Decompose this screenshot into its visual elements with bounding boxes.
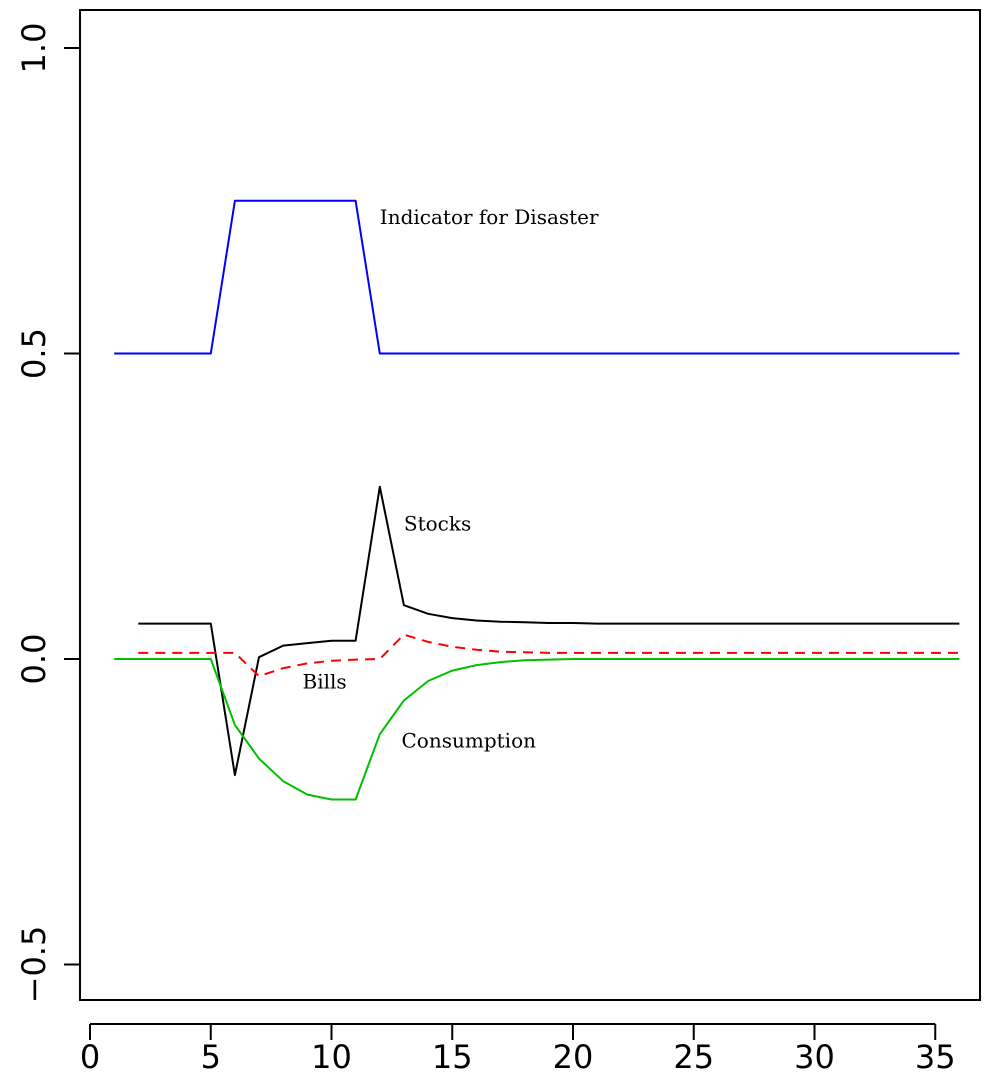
annotation-stocks: Stocks (404, 512, 471, 536)
x-tick-label: 0 (80, 1038, 100, 1074)
x-tick-label: 30 (794, 1038, 835, 1074)
plot-frame (79, 9, 981, 1001)
x-axis: 0 5 10 15 20 25 30 35 (80, 1023, 956, 1074)
x-tick-label: 15 (432, 1038, 473, 1074)
y-tick-label: 0.0 (15, 634, 53, 685)
series-line-bills (138, 633, 960, 678)
series-layer (114, 199, 960, 801)
annotation-consumption: Consumption (402, 729, 537, 753)
series-line-indicator-for-disaster (114, 199, 960, 355)
x-tick-label: 10 (311, 1038, 352, 1074)
x-tick-label: 35 (915, 1038, 956, 1074)
y-tick-label: 0.5 (15, 328, 53, 379)
annotation-indicator-for-disaster: Indicator for Disaster (380, 205, 599, 229)
series-line-consumption (114, 658, 960, 801)
x-tick-label: 5 (201, 1038, 221, 1074)
y-tick-label: −0.5 (15, 926, 53, 1004)
y-tick-label: 1.0 (15, 23, 53, 74)
x-tick-label: 25 (673, 1038, 714, 1074)
annotation-bills: Bills (303, 669, 347, 693)
annotation-layer: Indicator for Disaster Stocks Bills Consump… (303, 205, 600, 753)
series-line-stocks (138, 485, 960, 777)
y-axis: −0.5 0.0 0.5 1.0 (15, 23, 81, 1004)
x-tick-label: 20 (553, 1038, 594, 1074)
